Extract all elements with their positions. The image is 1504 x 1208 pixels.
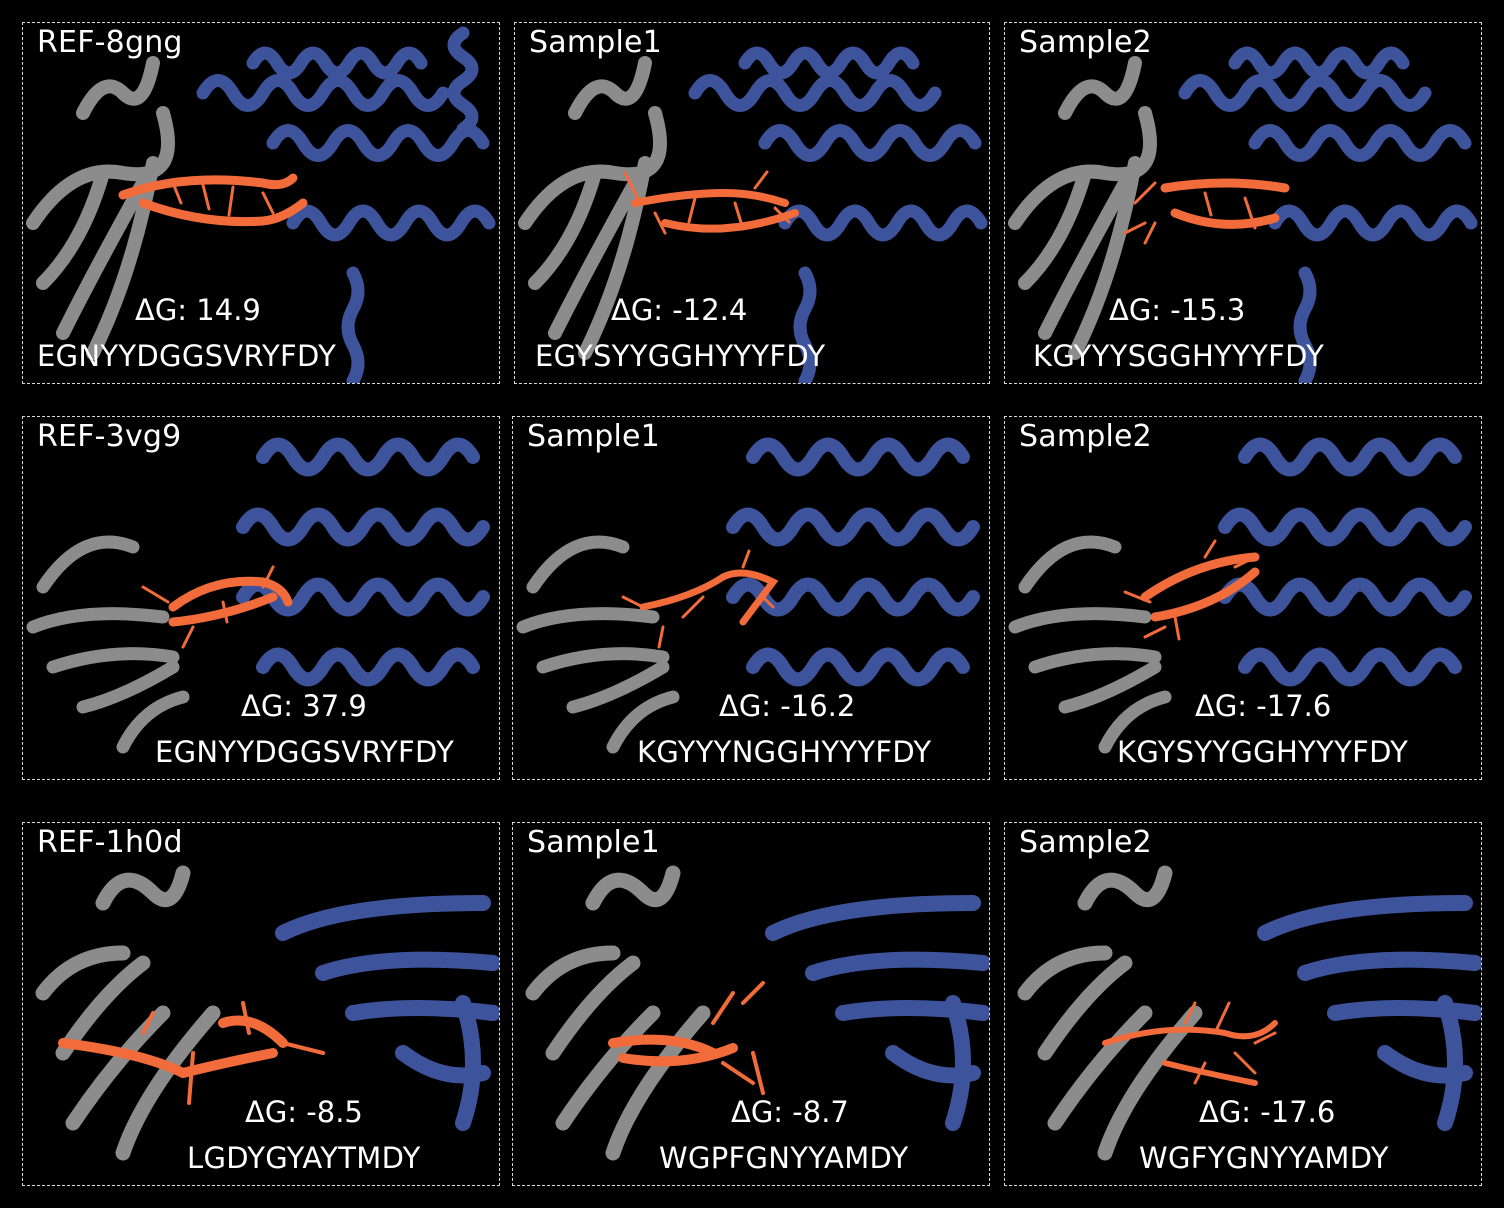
delta-g-value: ΔG: 37.9 <box>241 689 367 723</box>
sequence-text: KGYYYSGGHYYYFDY <box>1033 339 1325 373</box>
delta-g-value: ΔG: -8.5 <box>245 1095 363 1129</box>
delta-g-value: ΔG: -8.7 <box>731 1095 849 1129</box>
panel-sample1-row3: Sample1 ΔG: -8.7 WGPFGNYYAMDY <box>512 822 990 1186</box>
delta-g-value: ΔG: -16.2 <box>719 689 856 723</box>
panel-label: REF-8gng <box>37 25 183 60</box>
structure-render <box>26 437 490 754</box>
structure-render <box>35 865 499 1161</box>
structure-render <box>1008 46 1478 383</box>
panel-label: Sample2 <box>1019 419 1152 454</box>
panel-label: Sample1 <box>527 825 660 860</box>
panel-sample1-row1: Sample1 ΔG: -12.4 EGYSYYGGHYYYFDY <box>514 22 990 384</box>
panel-label: REF-3vg9 <box>37 419 182 454</box>
delta-g-value: ΔG: -17.6 <box>1195 689 1332 723</box>
delta-g-value: ΔG: -12.4 <box>611 293 748 327</box>
sequence-text: EGNYYDGGSVRYFDY <box>37 339 337 373</box>
structure-render <box>525 865 989 1161</box>
panel-label: Sample2 <box>1019 825 1152 860</box>
panel-label: Sample1 <box>529 25 662 60</box>
panel-sample2-row1: Sample2 ΔG: -15.3 KGYYYSGGHYYYFDY <box>1004 22 1482 384</box>
structure-render <box>26 26 496 383</box>
sequence-text: EGNYYDGGSVRYFDY <box>155 735 455 769</box>
sequence-text: EGYSYYGGHYYYFDY <box>535 339 826 373</box>
delta-g-value: ΔG: -17.6 <box>1199 1095 1336 1129</box>
sequence-text: WGFYGNYYAMDY <box>1139 1141 1389 1175</box>
panel-sample1-row2: Sample1 ΔG: -16.2 KGYYYNGGHYYYFDY <box>512 416 990 780</box>
panel-ref-1h0d: REF-1h0d ΔG: -8.5 LGDYGYAYTMDY <box>22 822 500 1186</box>
sequence-text: LGDYGYAYTMDY <box>187 1141 421 1175</box>
structure-render <box>1017 865 1481 1161</box>
structure-render <box>518 46 988 383</box>
structure-render <box>516 437 980 754</box>
sequence-text: WGPFGNYYAMDY <box>659 1141 909 1175</box>
panel-sample2-row3: Sample2 ΔG: -17.6 WGFYGNYYAMDY <box>1004 822 1482 1186</box>
panel-label: Sample2 <box>1019 25 1152 60</box>
panel-label: Sample1 <box>527 419 660 454</box>
structure-render <box>1008 437 1472 754</box>
sequence-text: KGYSYYGGHYYYFDY <box>1117 735 1409 769</box>
panel-label: REF-1h0d <box>37 825 183 860</box>
sequence-text: KGYYYNGGHYYYFDY <box>637 735 932 769</box>
delta-g-value: ΔG: -15.3 <box>1109 293 1246 327</box>
delta-g-value: ΔG: 14.9 <box>135 293 261 327</box>
panel-sample2-row2: Sample2 ΔG: -17.6 KGYSYYGGHYYYFDY <box>1004 416 1482 780</box>
panel-ref-3vg9: REF-3vg9 ΔG: 37.9 EGNYYDGGSVRYFDY <box>22 416 500 780</box>
panel-ref-8gng: REF-8gng ΔG: 14.9 EGNYYDGGSVRYFDY <box>22 22 500 384</box>
